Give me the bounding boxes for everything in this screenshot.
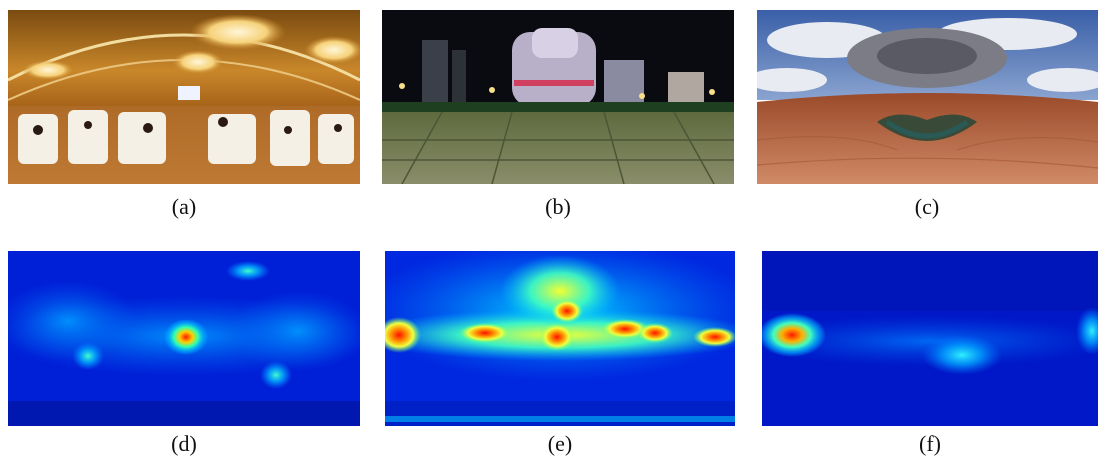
- caption-b: (b): [545, 194, 571, 219]
- panorama-image-c: [757, 10, 1098, 184]
- caption-c: (c): [914, 194, 940, 219]
- panorama-image-a: [8, 10, 360, 184]
- caption-d: (d): [171, 431, 197, 456]
- saliency-heatmap-f: [762, 251, 1098, 426]
- saliency-heatmap-e: [385, 251, 735, 426]
- saliency-heatmap-d: [8, 251, 360, 426]
- caption-a: (a): [171, 194, 197, 219]
- panorama-image-b: [382, 10, 734, 184]
- caption-f: (f): [919, 431, 941, 456]
- caption-e: (e): [547, 431, 573, 456]
